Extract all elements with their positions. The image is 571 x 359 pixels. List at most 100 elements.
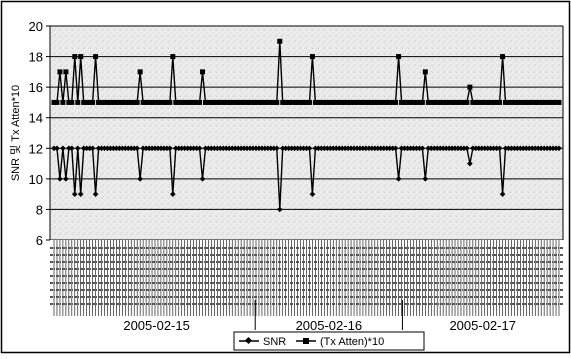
series-tx-point [351, 99, 357, 105]
series-tx-point [315, 99, 321, 105]
series-snr-point [526, 145, 533, 152]
series-tx-point [467, 84, 473, 90]
series-tx-point [66, 99, 72, 105]
series-tx-point [87, 99, 93, 105]
series-snr-point [404, 145, 411, 152]
series-tx-point [143, 99, 149, 105]
series-snr-point [351, 145, 357, 152]
series-tx-point [182, 99, 188, 105]
series-tx-point [226, 99, 232, 105]
series-tx-point [194, 99, 200, 105]
series-snr-point [505, 145, 512, 152]
series-snr-point [478, 145, 485, 152]
y-tick-label: 16 [29, 80, 43, 95]
series-snr-point [297, 145, 304, 152]
plot-area [50, 26, 563, 240]
series-tx-point [158, 99, 164, 105]
series-tx-point [309, 54, 315, 60]
series-snr-point [196, 145, 203, 152]
series-snr-point [446, 145, 452, 152]
series-snr-point [190, 145, 197, 152]
series-snr-point [496, 145, 503, 152]
series-tx-point [250, 99, 256, 105]
series-snr-point [386, 145, 393, 152]
series-tx-point [497, 99, 503, 105]
series-tx-point [330, 99, 336, 105]
series-tx-point [173, 99, 179, 105]
series-tx-point [286, 99, 292, 105]
series-tx-point [541, 99, 547, 105]
series-tx-point [107, 99, 113, 105]
series-tx-point [137, 69, 143, 75]
series-snr-point [434, 145, 441, 152]
series-tx-point [134, 99, 140, 105]
series-snr-point [92, 191, 99, 197]
series-snr-point [324, 145, 331, 152]
series-snr-point [279, 145, 286, 152]
series-snr-point [83, 145, 90, 152]
series-tx-point [265, 99, 271, 105]
series-tx-point [342, 99, 348, 105]
series-tx-point [104, 99, 110, 105]
series-tx-point [155, 99, 161, 105]
series-tx-point [170, 54, 176, 60]
series-tx-point [425, 99, 431, 105]
series-snr-point [270, 145, 277, 152]
series-snr-point [187, 145, 194, 152]
series-snr-point [184, 145, 191, 152]
series-tx-point [69, 99, 75, 105]
series-snr-point [470, 145, 476, 152]
series-tx-point [339, 99, 345, 105]
series-tx-point [443, 99, 449, 105]
series-snr-point [535, 145, 542, 152]
series-snr-point [265, 145, 271, 152]
y-tick-label: 10 [29, 172, 43, 187]
series-snr-point [71, 191, 78, 197]
series-tx-point [437, 99, 443, 105]
series-snr-point [164, 145, 170, 152]
series-snr-point [312, 145, 319, 152]
series-snr-point [380, 145, 387, 152]
series-tx-point [419, 99, 425, 105]
series-snr-point [113, 145, 120, 152]
series-snr-point [149, 145, 155, 152]
series-snr-point [128, 145, 135, 152]
series-tx-point [544, 99, 550, 105]
series-tx-point [301, 99, 307, 105]
series-snr-point [342, 145, 348, 152]
series-snr-point [122, 145, 129, 152]
series-snr-point [490, 145, 497, 152]
series-tx-point [455, 99, 461, 105]
series-tx-point [470, 99, 476, 105]
series-tx-point [485, 99, 491, 105]
series-tx-point [292, 99, 298, 105]
series-tx-point [360, 99, 366, 105]
series-snr-point [538, 145, 545, 152]
series-snr-point [532, 145, 539, 152]
series-snr-point [137, 176, 143, 182]
series-snr-point [95, 145, 102, 152]
series-tx-point [508, 99, 514, 105]
series-tx-point [321, 99, 327, 105]
series-tx-point [205, 99, 211, 105]
series-tx-point [72, 54, 78, 60]
series-snr-point [134, 145, 141, 152]
series-tx-point [458, 99, 464, 105]
series-snr-point [517, 145, 524, 152]
category-label-area [50, 240, 563, 316]
series-snr-point [259, 145, 265, 152]
series-tx-point [523, 99, 529, 105]
series-tx-point [431, 99, 437, 105]
series-tx-point [125, 99, 131, 105]
series-snr-point [461, 145, 467, 152]
series-snr-point [68, 145, 75, 152]
series-snr-point [181, 145, 188, 152]
series-snr-point [369, 145, 375, 152]
series-tx-point [520, 99, 526, 105]
series-snr-point [374, 145, 381, 152]
series-snr-point [523, 145, 530, 152]
series-tx-point [271, 99, 277, 105]
series-tx-point [241, 99, 247, 105]
series-snr-point [104, 145, 111, 152]
